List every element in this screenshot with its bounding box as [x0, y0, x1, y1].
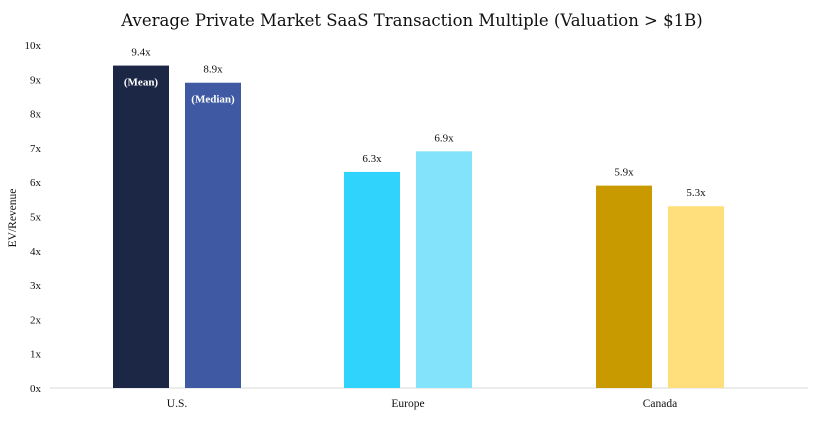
y-tick-label: 8x [30, 109, 42, 121]
bar-value-label: 8.9x [203, 64, 223, 76]
y-tick-label: 0x [30, 383, 42, 395]
bar-value-label: 9.4x [131, 47, 151, 59]
bar [113, 65, 169, 388]
bar [344, 171, 400, 388]
bar-annotation: (Mean) [124, 77, 159, 89]
bar [416, 151, 472, 388]
bar [668, 206, 724, 388]
y-tick-label: 6x [30, 177, 42, 189]
category-label: Europe [391, 398, 424, 410]
y-axis-ticks: 0x 1x 2x 3x 4x 5x 6x 7x 8x 9x 10x [25, 40, 42, 395]
category-label: U.S. [167, 398, 188, 410]
bar [596, 185, 652, 388]
bar-value-label: 5.3x [686, 187, 706, 199]
y-tick-label: 4x [30, 246, 42, 258]
y-tick-label: 2x [30, 314, 42, 326]
bar-value-label: 5.9x [614, 167, 634, 179]
category-labels-group: U.S. Europe Canada [167, 398, 677, 410]
y-tick-label: 3x [30, 280, 42, 292]
y-tick-label: 1x [30, 349, 42, 361]
bar-value-label: 6.9x [434, 132, 454, 144]
y-tick-label: 7x [30, 143, 42, 155]
y-axis-label: EV/Revenue [7, 189, 19, 248]
bar-annotation: (Median) [191, 94, 235, 106]
chart-title: Average Private Market SaaS Transaction … [120, 11, 702, 30]
data-labels-group: 9.4x 8.9x 6.3x 6.9x 5.9x 5.3x (Mean) (Median) [124, 47, 706, 200]
bar [185, 82, 241, 388]
y-tick-label: 5x [30, 212, 42, 224]
bars-group [113, 65, 724, 388]
category-label: Canada [643, 398, 677, 410]
y-tick-label: 9x [30, 74, 42, 86]
y-tick-label: 10x [25, 40, 42, 52]
bar-value-label: 6.3x [362, 153, 382, 165]
